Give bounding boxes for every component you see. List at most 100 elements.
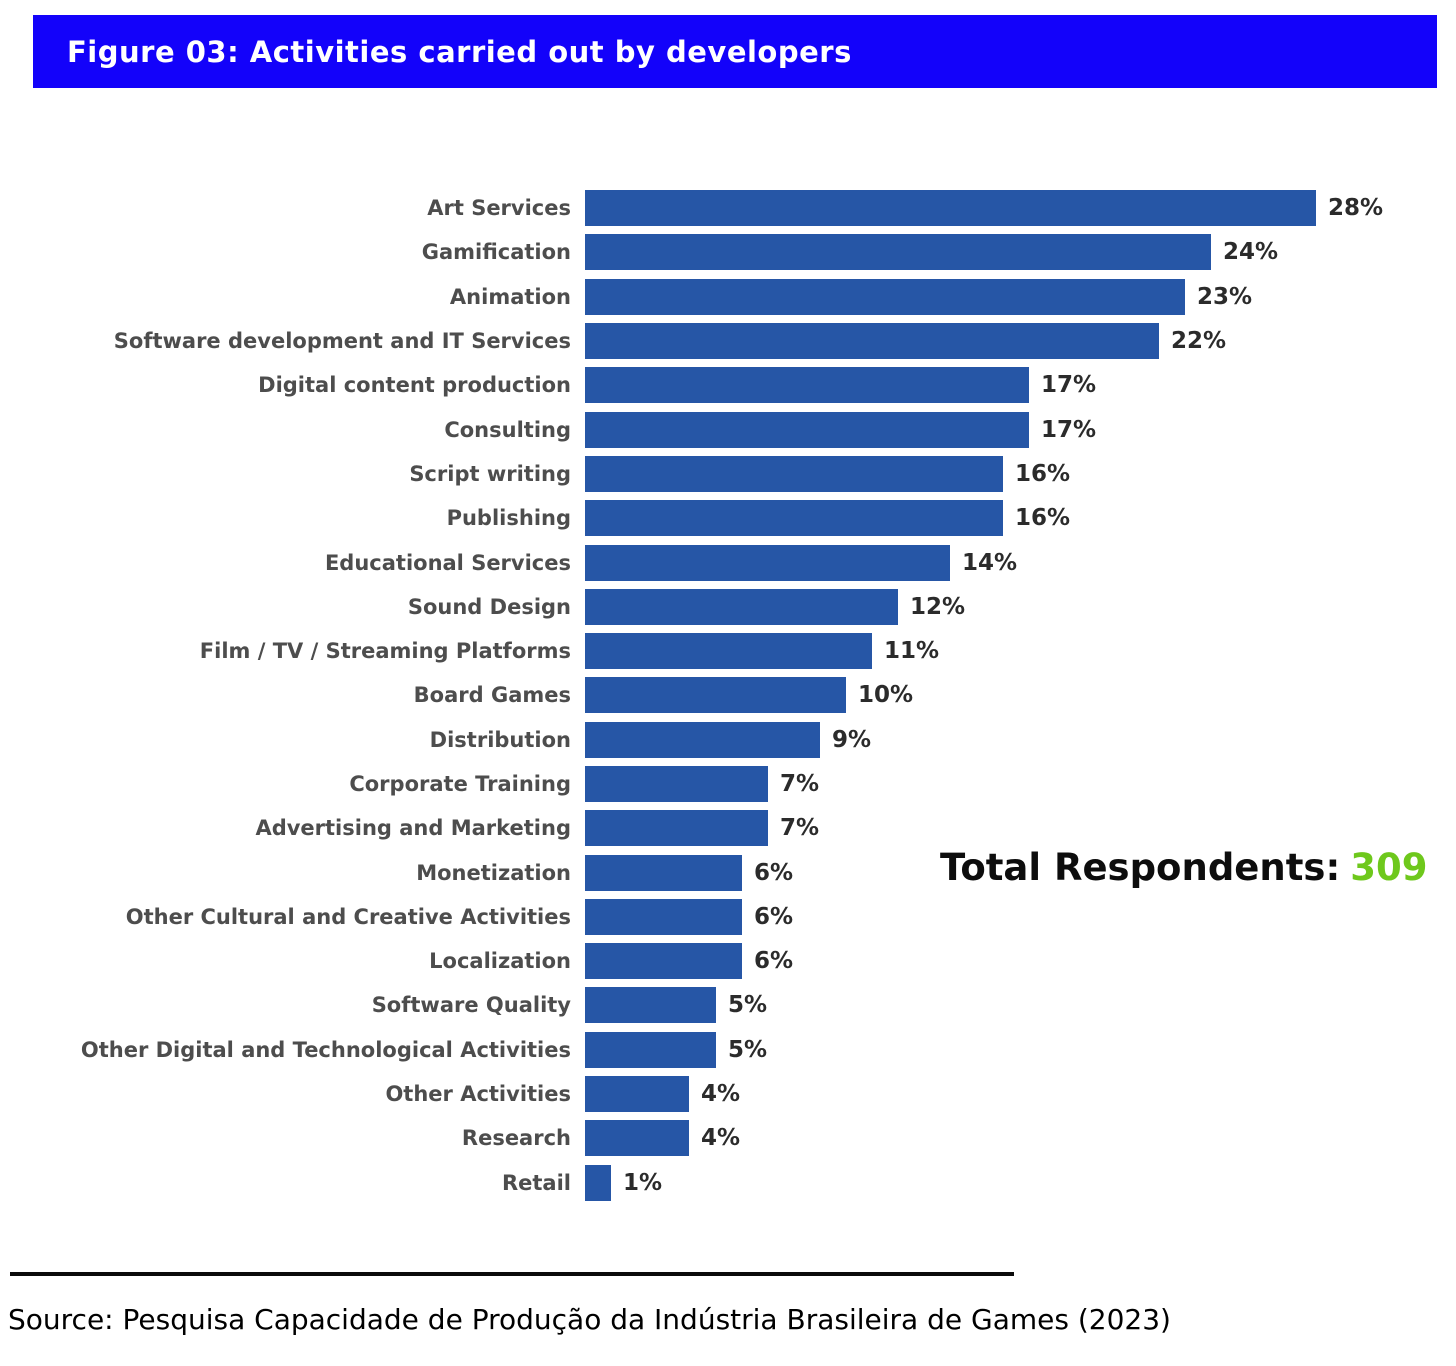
value-label: 7% [780, 771, 820, 797]
category-label: Corporate Training [349, 772, 571, 796]
category-label: Sound Design [407, 594, 571, 619]
source-text: Source: Pesquisa Capacidade de Produção … [8, 1303, 1171, 1336]
bar-row: Research 4% [0, 1116, 1456, 1160]
value-label: 6% [754, 859, 794, 886]
value-label: 5% [728, 992, 768, 1019]
bar [585, 411, 1029, 448]
bar-chart: Art Services 28% Gamification 24% Animation 2… [0, 186, 1456, 1205]
value-label: 10% [858, 682, 914, 709]
bar-row: Art Services 28% [0, 186, 1456, 230]
category-label: Retail [501, 1170, 571, 1195]
category-label: Localization [429, 949, 571, 974]
bar-rows: Art Services 28% Gamification 24% Animation 2… [0, 186, 1456, 1205]
bar-row: Other Digital and Technological Activiti… [0, 1028, 1456, 1072]
value-label: 17% [1041, 372, 1097, 399]
category-label: Board Games [413, 683, 571, 708]
category-label: Consulting [444, 417, 571, 442]
category-label: Other Activities [385, 1082, 571, 1107]
bar-row: Publishing 16% [0, 496, 1456, 540]
bar-row: Digital content production 17% [0, 363, 1456, 407]
bar [585, 810, 768, 847]
category-label: Publishing [446, 506, 571, 531]
category-label: Gamification [421, 240, 571, 265]
value-label: 1% [623, 1169, 663, 1196]
value-label: 22% [1171, 328, 1227, 355]
bar-row: Script writing 16% [0, 452, 1456, 496]
bar [585, 721, 820, 758]
bar [585, 854, 742, 891]
value-label: 17% [1041, 416, 1097, 443]
bar [585, 766, 768, 802]
bar [585, 1164, 611, 1201]
category-label: Software Quality [371, 993, 571, 1018]
bar-row: Software development and IT Services 22% [0, 319, 1456, 363]
bar [585, 234, 1211, 271]
category-label: Advertising and Marketing [255, 816, 571, 841]
category-label: Other Cultural and Creative Activities [125, 904, 571, 929]
bar [585, 278, 1185, 315]
value-label: 23% [1197, 283, 1253, 310]
category-label: Art Services [427, 196, 571, 221]
bar-row: Other Activities 4% [0, 1072, 1456, 1116]
bar-row: Consulting 17% [0, 407, 1456, 451]
value-label: 5% [728, 1036, 768, 1063]
bar-row: Gamification 24% [0, 230, 1456, 274]
bar-row: Advertising and Marketing 7% [0, 806, 1456, 850]
category-label: Digital content production [258, 373, 571, 398]
bar [585, 588, 898, 625]
category-label: Educational Services [324, 550, 571, 575]
bar-row: Animation 23% [0, 275, 1456, 319]
bar-row: Sound Design 12% [0, 585, 1456, 629]
category-label: Film / TV / Streaming Platforms [199, 639, 571, 664]
bar [585, 455, 1003, 492]
value-label: 16% [1015, 505, 1071, 532]
value-label: 6% [754, 903, 794, 930]
bar-row: Board Games 10% [0, 673, 1456, 717]
value-label: 24% [1223, 239, 1279, 266]
bar-row: Other Cultural and Creative Activities 6% [0, 895, 1456, 939]
bar-row: Retail 1% [0, 1161, 1456, 1205]
category-label: Research [461, 1126, 571, 1151]
bar [585, 367, 1029, 404]
category-label: Script writing [409, 461, 571, 486]
value-label: 16% [1015, 460, 1071, 487]
bar [585, 943, 742, 980]
category-label: Software development and IT Services [113, 329, 571, 354]
value-label: 6% [754, 948, 794, 975]
bar [585, 1031, 716, 1068]
figure-title: Figure 03: Activities carried out by dev… [67, 34, 852, 69]
bar [585, 987, 716, 1024]
value-label: 11% [884, 638, 940, 665]
category-label: Animation [449, 284, 571, 309]
bar-row: Distribution 9% [0, 718, 1456, 762]
bar [585, 1120, 689, 1157]
value-label: 4% [701, 1125, 741, 1152]
bar [585, 544, 950, 581]
bar-row: Monetization 6% [0, 850, 1456, 894]
bar-row: Localization 6% [0, 939, 1456, 983]
category-label: Distribution [429, 727, 571, 752]
bar [585, 323, 1159, 360]
total-respondents-label: Total Respondents: [940, 846, 1341, 889]
bar-row: Corporate Training 7% [0, 762, 1456, 806]
bar-row: Film / TV / Streaming Platforms 11% [0, 629, 1456, 673]
value-label: 7% [780, 815, 820, 842]
total-respondents: Total Respondents: 309 [940, 846, 1427, 889]
value-label: 12% [910, 593, 966, 620]
bar [585, 898, 742, 935]
category-label: Other Digital and Technological Activiti… [80, 1037, 571, 1062]
bar-row: Software Quality 5% [0, 983, 1456, 1027]
value-label: 9% [832, 726, 872, 753]
bar [585, 190, 1316, 227]
source-divider-line [10, 1272, 1014, 1276]
bar [585, 500, 1003, 537]
value-label: 14% [962, 549, 1018, 576]
bar [585, 677, 846, 714]
bar [585, 1076, 689, 1113]
category-label: Monetization [416, 860, 571, 885]
figure-title-bar: Figure 03: Activities carried out by dev… [33, 15, 1437, 88]
value-label: 28% [1328, 195, 1384, 222]
bar-row: Educational Services 14% [0, 540, 1456, 584]
value-label: 4% [701, 1081, 741, 1108]
bar [585, 633, 872, 670]
